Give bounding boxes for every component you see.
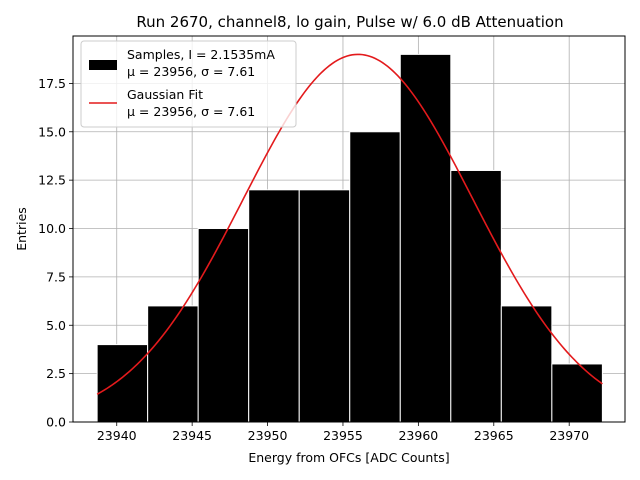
histogram-bar — [298, 189, 351, 423]
legend-fit-label: Gaussian Fit — [127, 87, 203, 102]
histogram-bars — [96, 53, 603, 423]
chart-title: Run 2670, channel8, lo gain, Pulse w/ 6.… — [136, 13, 563, 31]
histogram-bar — [399, 53, 452, 423]
legend-samples-label: Samples, I = 2.1535mA — [127, 47, 275, 62]
histogram-bar — [349, 131, 401, 423]
histogram-bar — [248, 189, 300, 423]
y-tick-label: 10.0 — [38, 221, 66, 236]
y-tick-label: 2.5 — [46, 366, 66, 381]
x-tick-label: 23940 — [97, 428, 137, 443]
histogram-bar — [147, 305, 199, 423]
y-tick-label: 7.5 — [46, 269, 66, 284]
y-axis-ticks: 0.0 2.5 5.0 7.5 10.0 12.5 15.0 17.5 — [38, 76, 73, 430]
histogram-bar — [450, 169, 502, 423]
x-tick-label: 23955 — [323, 428, 363, 443]
histogram-bar — [551, 363, 603, 423]
x-tick-label: 23950 — [248, 428, 288, 443]
y-tick-label: 0.0 — [46, 415, 66, 430]
legend-samples-swatch — [89, 60, 117, 70]
x-axis-ticks: 23940 23945 23950 23955 23960 23965 23970 — [97, 422, 589, 443]
x-tick-label: 23945 — [172, 428, 212, 443]
histogram-bar — [500, 305, 553, 423]
plot-frame — [72, 35, 626, 423]
x-tick-label: 23965 — [474, 428, 514, 443]
legend-fit-stats: μ = 23956, σ = 7.61 — [127, 104, 255, 119]
x-axis-label: Energy from OFCs [ADC Counts] — [248, 450, 449, 465]
legend: Samples, I = 2.1535mA μ = 23956, σ = 7.6… — [80, 40, 297, 128]
x-tick-label: 23970 — [549, 428, 589, 443]
y-tick-label: 12.5 — [38, 173, 66, 188]
x-tick-label: 23960 — [398, 428, 438, 443]
y-tick-label: 17.5 — [38, 76, 66, 91]
y-axis-label: Entries — [14, 207, 29, 251]
legend-box — [80, 40, 297, 128]
y-tick-label: 5.0 — [46, 318, 66, 333]
y-tick-label: 15.0 — [38, 124, 66, 139]
gaussian-fit-curve — [96, 53, 603, 395]
histogram-bar — [197, 228, 250, 423]
legend-samples-stats: μ = 23956, σ = 7.61 — [127, 64, 255, 79]
histogram-bar — [96, 344, 149, 423]
